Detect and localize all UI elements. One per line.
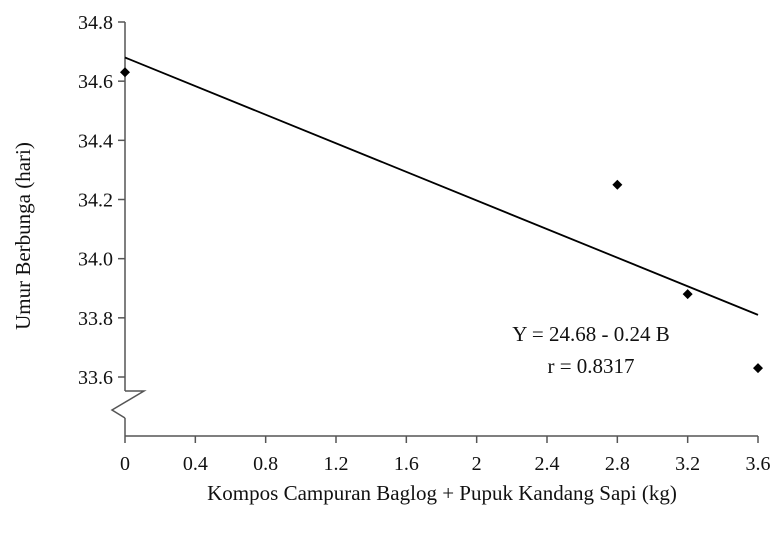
correlation-annotation: r = 0.8317 <box>547 354 634 378</box>
x-tick-label: 1.6 <box>394 453 419 475</box>
y-tick-label: 34.2 <box>78 190 113 212</box>
x-tick-label: 0.8 <box>253 453 278 475</box>
data-points <box>120 67 763 374</box>
x-axis-title: Kompos Campuran Baglog + Pupuk Kandang S… <box>207 481 677 505</box>
x-tick-label: 2 <box>472 453 482 475</box>
y-ticks: 33.6 33.8 34.0 34.2 34.4 34.6 34.8 <box>78 12 125 389</box>
y-tick-label: 34.4 <box>78 130 113 152</box>
data-point <box>753 363 763 374</box>
trendline <box>124 56 759 316</box>
x-tick-label: 3.6 <box>746 453 771 475</box>
y-axis-title: Umur Berbunga (hari) <box>11 142 35 330</box>
data-point <box>612 179 623 190</box>
equation-annotation: Y = 24.68 - 0.24 B <box>512 322 669 346</box>
y-tick-label: 34.6 <box>78 71 113 93</box>
y-tick-label: 33.8 <box>78 308 113 330</box>
x-tick-label: 2.8 <box>605 453 630 475</box>
data-point <box>682 289 693 300</box>
y-tick-label: 34.0 <box>78 249 113 271</box>
x-tick-label: 0.4 <box>183 453 208 475</box>
trendline-group <box>124 56 759 316</box>
x-tick-label: 2.4 <box>535 453 560 475</box>
y-tick-label: 33.6 <box>78 367 113 389</box>
x-tick-label: 1.2 <box>324 453 349 475</box>
x-ticks: 0 0.4 0.8 1.2 1.6 2 2.4 2.8 3.2 3.6 <box>120 436 771 475</box>
y-tick-label: 34.8 <box>78 12 113 34</box>
y-axis-break <box>110 390 147 419</box>
x-tick-label: 0 <box>120 453 130 475</box>
x-tick-label: 3.2 <box>675 453 700 475</box>
data-point <box>120 67 130 78</box>
